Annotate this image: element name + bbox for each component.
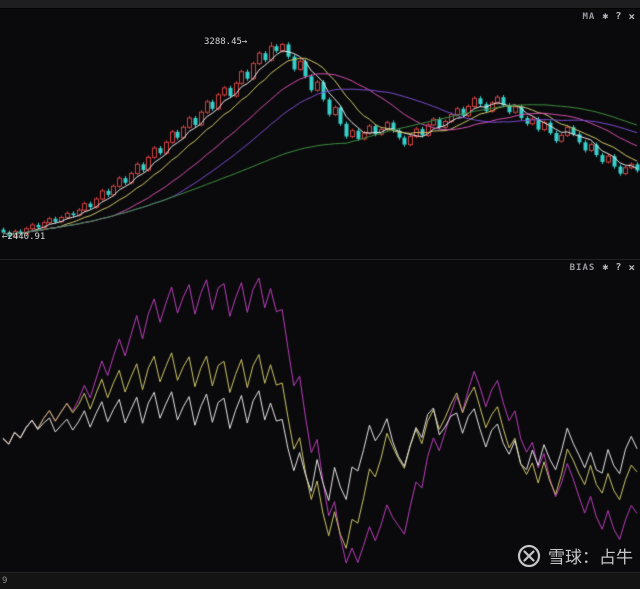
help-icon[interactable]: ?	[615, 262, 622, 273]
peak-price-label: 3288.45→	[204, 37, 248, 47]
candlestick-canvas[interactable]	[0, 9, 640, 259]
bias-panel-header: BIAS ✱ ? ×	[569, 261, 635, 274]
gear-icon[interactable]: ✱	[602, 11, 609, 22]
top-window-bar	[0, 0, 640, 9]
bias-canvas[interactable]	[0, 272, 640, 571]
close-icon[interactable]: ×	[628, 10, 635, 23]
watermark: 雪球：占牛	[517, 543, 633, 568]
axis-tick-label: 9	[2, 576, 8, 586]
ma-panel-header: MA ✱ ? ×	[582, 10, 635, 23]
bottom-axis-bar: 9	[0, 572, 640, 589]
bias-indicator-label: BIAS	[569, 263, 596, 273]
bias-panel: BIAS ✱ ? ×	[0, 259, 640, 572]
gear-icon[interactable]: ✱	[602, 262, 609, 273]
ma-indicator-label: MA	[582, 12, 596, 22]
help-icon[interactable]: ?	[615, 11, 622, 22]
close-icon[interactable]: ×	[628, 261, 635, 274]
xueqiu-logo-icon	[517, 544, 541, 567]
low-price-label: ←2440.91	[2, 232, 46, 242]
ma-panel: MA ✱ ? × 3288.45→ ←2440.91	[0, 9, 640, 259]
watermark-text: 雪球：占牛	[548, 548, 633, 568]
